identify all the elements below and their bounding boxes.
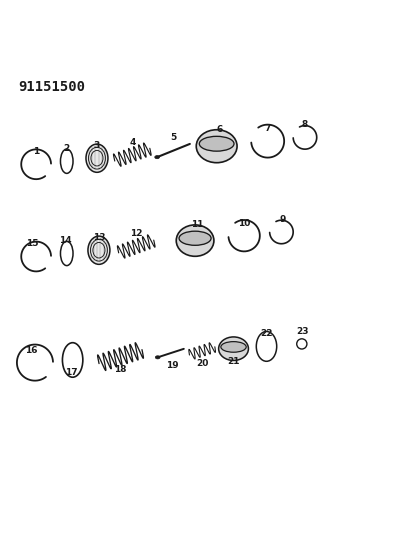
Text: 15: 15 bbox=[26, 239, 39, 248]
Text: 5: 5 bbox=[170, 133, 177, 142]
Text: 17: 17 bbox=[65, 368, 78, 377]
Text: 13: 13 bbox=[93, 233, 105, 242]
Text: 11: 11 bbox=[191, 221, 203, 229]
Ellipse shape bbox=[196, 130, 237, 163]
Text: 1: 1 bbox=[33, 147, 39, 156]
Ellipse shape bbox=[199, 136, 234, 151]
Text: 16: 16 bbox=[25, 345, 37, 354]
Text: 2: 2 bbox=[64, 144, 70, 153]
Ellipse shape bbox=[86, 144, 108, 172]
Text: 20: 20 bbox=[196, 359, 208, 368]
Text: 14: 14 bbox=[59, 236, 72, 245]
Text: 23: 23 bbox=[297, 327, 309, 336]
Text: 6: 6 bbox=[217, 125, 223, 134]
Ellipse shape bbox=[221, 342, 246, 352]
Text: 91151500: 91151500 bbox=[18, 80, 86, 94]
Text: 10: 10 bbox=[238, 219, 250, 228]
Text: 3: 3 bbox=[94, 141, 100, 150]
Text: 12: 12 bbox=[130, 229, 142, 238]
Ellipse shape bbox=[88, 236, 110, 264]
Text: 8: 8 bbox=[302, 120, 308, 130]
Text: 22: 22 bbox=[260, 329, 273, 338]
Ellipse shape bbox=[179, 231, 211, 245]
Text: 18: 18 bbox=[114, 365, 127, 374]
Ellipse shape bbox=[176, 225, 214, 256]
Ellipse shape bbox=[155, 356, 160, 359]
Ellipse shape bbox=[155, 156, 160, 159]
Text: 9: 9 bbox=[279, 215, 285, 224]
Text: 4: 4 bbox=[129, 138, 135, 147]
Text: 7: 7 bbox=[265, 124, 271, 133]
Text: 19: 19 bbox=[166, 361, 179, 370]
Text: 21: 21 bbox=[227, 357, 240, 366]
Ellipse shape bbox=[219, 337, 248, 360]
